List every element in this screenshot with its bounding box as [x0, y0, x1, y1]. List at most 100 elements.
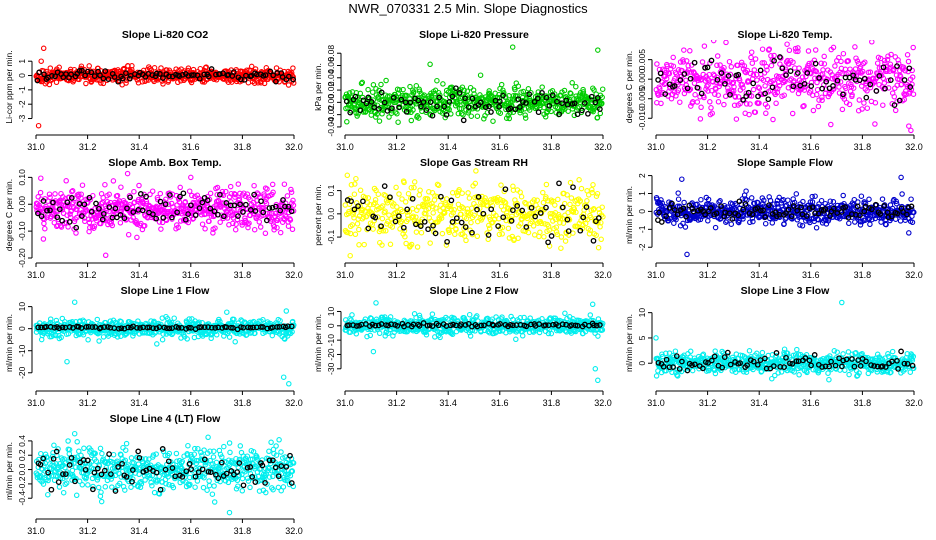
data-point: [345, 229, 351, 236]
data-point: [776, 82, 783, 89]
chart-panel-3: Slope Li-820 Temp.0.0050.000-0.005-0.010…: [624, 23, 923, 152]
data-point: [347, 252, 353, 259]
data-point: [47, 207, 53, 214]
data-point: [143, 193, 149, 200]
y-tick-label: 0.005: [637, 49, 647, 71]
data-point: [413, 221, 419, 228]
data-point: [514, 203, 521, 209]
data-point: [556, 180, 562, 187]
data-point: [555, 196, 561, 203]
data-point: [380, 228, 387, 234]
series-flagged: [655, 198, 915, 225]
data-point: [701, 94, 707, 101]
data-point: [705, 196, 712, 203]
data-point: [880, 75, 887, 82]
data-point: [874, 60, 881, 66]
data-point: [288, 186, 294, 193]
data-point: [257, 224, 264, 230]
data-point: [845, 58, 852, 64]
data-point: [360, 97, 367, 104]
data-point: [365, 86, 371, 93]
data-point: [857, 63, 864, 70]
data-point: [131, 188, 137, 195]
data-point: [740, 85, 746, 91]
data-point: [401, 228, 408, 234]
data-point: [663, 75, 670, 82]
data-point: [410, 107, 416, 113]
data-point: [760, 207, 766, 214]
data-point: [558, 245, 564, 251]
data-point: [763, 110, 769, 117]
data-point: [560, 220, 567, 226]
data-point: [811, 57, 818, 64]
data-point: [591, 87, 597, 93]
data-point: [709, 110, 715, 117]
data-point: [595, 47, 601, 53]
data-point: [599, 204, 605, 210]
data-point: [387, 314, 394, 320]
data-point: [93, 200, 99, 207]
data-point: [749, 60, 756, 66]
data-point: [130, 214, 136, 221]
data-point: [66, 194, 72, 201]
data-point: [444, 238, 450, 245]
data-point: [583, 204, 590, 210]
data-point: [288, 189, 295, 195]
data-point: [65, 330, 72, 337]
data-point: [580, 86, 586, 93]
data-point: [731, 102, 738, 109]
data-point: [715, 99, 722, 105]
y-tick-label: -1: [17, 86, 27, 94]
data-point: [407, 83, 413, 90]
data-point: [654, 99, 660, 106]
x-tick-label: 31.0: [27, 398, 45, 408]
x-tick-label: 31.2: [388, 142, 406, 152]
data-point: [101, 324, 108, 330]
data-point: [887, 77, 894, 83]
data-point: [595, 244, 602, 251]
data-point: [236, 196, 243, 203]
chart-title: Slope Li-820 Pressure: [419, 29, 529, 41]
data-point: [832, 63, 838, 69]
data-point: [859, 68, 866, 75]
data-point: [175, 224, 181, 231]
data-point: [351, 191, 358, 197]
data-point: [796, 65, 802, 71]
data-point: [718, 70, 725, 76]
data-point: [893, 198, 899, 205]
data-point: [814, 86, 821, 93]
data-point: [475, 194, 482, 200]
data-point: [702, 65, 708, 71]
data-point: [593, 193, 600, 199]
data-point: [65, 224, 71, 230]
data-point: [185, 211, 191, 217]
x-tick-label: 31.4: [750, 142, 768, 152]
data-point: [697, 216, 704, 223]
data-point: [888, 51, 894, 58]
data-point: [564, 216, 571, 223]
data-point: [53, 79, 60, 86]
data-point: [496, 98, 503, 105]
data-point: [800, 78, 807, 84]
data-point: [368, 112, 375, 118]
data-point: [714, 76, 721, 83]
data-point: [365, 94, 372, 101]
data-point: [275, 215, 281, 222]
data-point: [227, 183, 234, 190]
data-point: [697, 116, 704, 122]
data-point: [38, 58, 44, 64]
data-point: [739, 81, 746, 88]
data-point: [463, 215, 470, 222]
data-point: [736, 198, 743, 205]
data-point: [827, 23, 831, 27]
data-point: [437, 202, 444, 208]
data-point: [86, 194, 93, 201]
data-point: [866, 196, 872, 203]
data-point: [158, 226, 164, 232]
data-point: [748, 54, 754, 61]
data-point: [35, 122, 42, 129]
data-point: [488, 109, 494, 115]
data-point: [659, 200, 665, 206]
data-point: [354, 221, 361, 227]
data-point: [290, 202, 297, 209]
